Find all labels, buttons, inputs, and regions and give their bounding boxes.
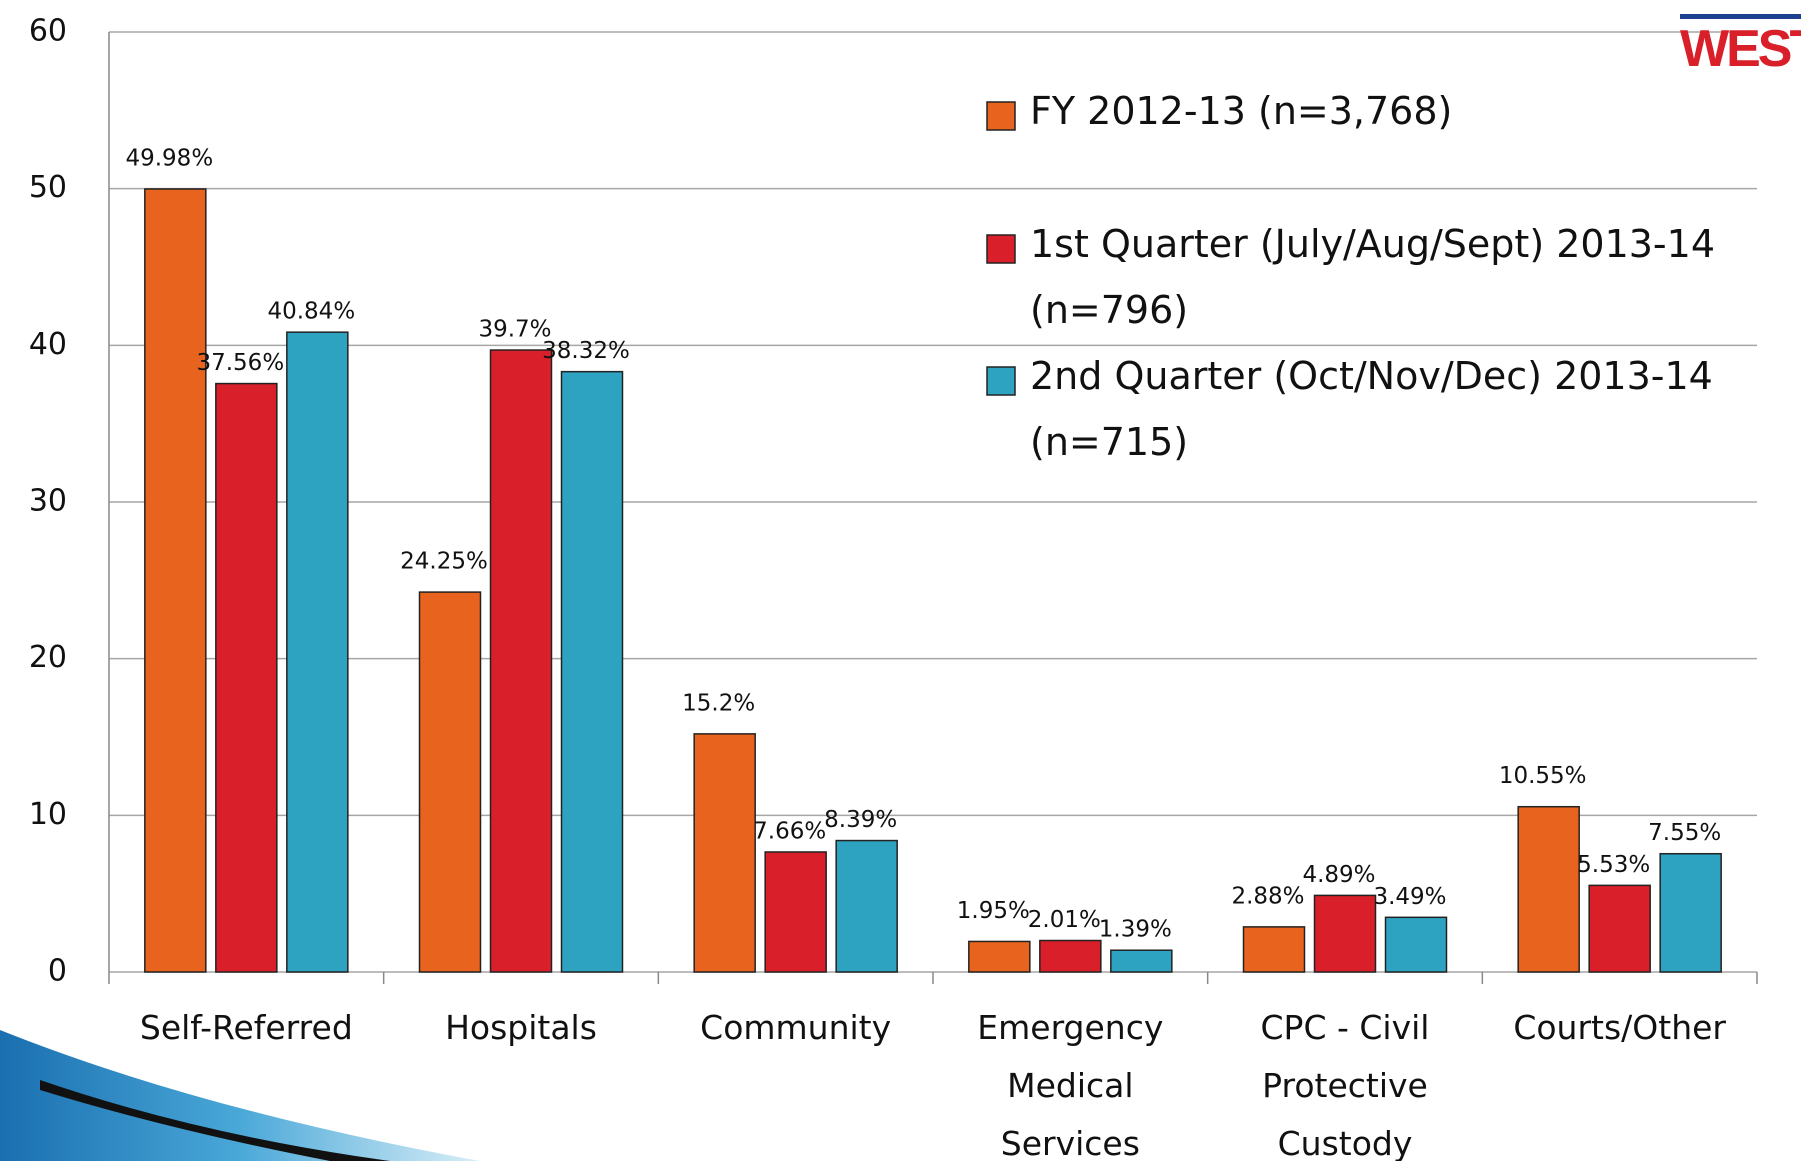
legend-label: 1st Quarter (July/Aug/Sept) 2013-14 (n=7… [1030,222,1716,332]
data-label: 4.89% [1302,862,1375,888]
x-tick-label: Hospitals [445,1008,597,1047]
y-tick-label: 20 [29,640,67,675]
bar [144,188,207,973]
bar [1659,852,1722,973]
bar [764,851,827,973]
data-label: 7.66% [753,818,826,844]
data-label: 38.32% [542,338,630,364]
bar [693,733,756,973]
x-tick-label: Community [700,1008,892,1047]
data-label: 10.55% [1499,763,1587,789]
data-label: 5.53% [1577,852,1650,878]
data-label: 1.39% [1099,917,1172,943]
bar [968,940,1031,973]
data-label: 24.25% [400,549,488,575]
x-tick-label: Emergency Medical Services [977,1008,1164,1161]
y-tick-label: 40 [29,327,67,362]
bar [215,382,278,973]
data-label: 49.98% [125,145,213,171]
y-tick-label: 50 [29,170,67,205]
data-label: 2.01% [1028,907,1101,933]
logo: WEST [1680,14,1801,79]
bar [489,349,553,973]
data-label: 40.84% [267,299,355,325]
data-label: 3.49% [1373,884,1446,910]
y-tick-label: 60 [29,14,67,49]
bar [835,839,898,973]
y-tick-label: 30 [29,484,67,519]
x-tick-label: Courts/Other [1513,1008,1726,1047]
bar [1313,894,1377,973]
y-tick-label: 0 [48,954,67,989]
y-tick-label: 10 [29,797,67,832]
legend-swatch [986,101,1016,131]
legend-swatch [986,234,1016,264]
legend-swatch [986,366,1016,396]
data-label: 15.2% [682,690,755,716]
bar [1242,926,1306,973]
bar [1384,916,1448,973]
data-label: 37.56% [196,350,284,376]
bar [560,370,624,973]
data-label: 39.7% [478,317,551,343]
legend-label: FY 2012-13 (n=3,768) [1030,89,1453,133]
data-label: 7.55% [1648,820,1721,846]
bar [1039,939,1102,973]
bar [1588,884,1651,973]
bar [1517,805,1580,973]
x-tick-label: CPC - Civil Protective Custody [1260,1008,1430,1161]
data-label: 2.88% [1231,883,1304,909]
legend-label: 2nd Quarter (Oct/Nov/Dec) 2013-14 (n=715… [1030,354,1713,464]
x-tick-label: Self-Referred [139,1008,353,1047]
decor-swoosh [0,1030,480,1161]
bar [1110,949,1173,973]
bar [418,591,482,973]
bar [286,331,349,973]
data-label: 1.95% [957,898,1030,924]
data-label: 8.39% [824,807,897,833]
